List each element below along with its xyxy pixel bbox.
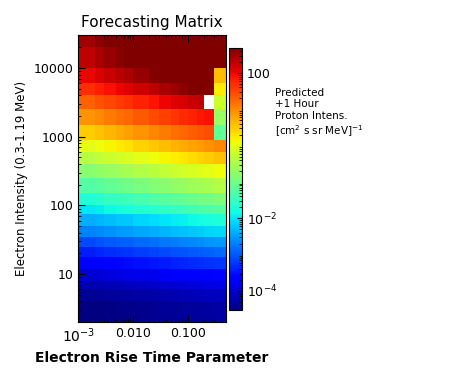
Text: Predicted
+1 Hour
Proton Intens.
$[\rm{cm}^2$ s sr MeV$]^{-1}$: Predicted +1 Hour Proton Intens. $[\rm{c… bbox=[275, 88, 364, 139]
Y-axis label: Electron Intensity (0.3-1.19 MeV): Electron Intensity (0.3-1.19 MeV) bbox=[15, 81, 28, 276]
X-axis label: Electron Rise Time Parameter: Electron Rise Time Parameter bbox=[36, 351, 269, 365]
Title: Forecasting Matrix: Forecasting Matrix bbox=[81, 15, 223, 30]
